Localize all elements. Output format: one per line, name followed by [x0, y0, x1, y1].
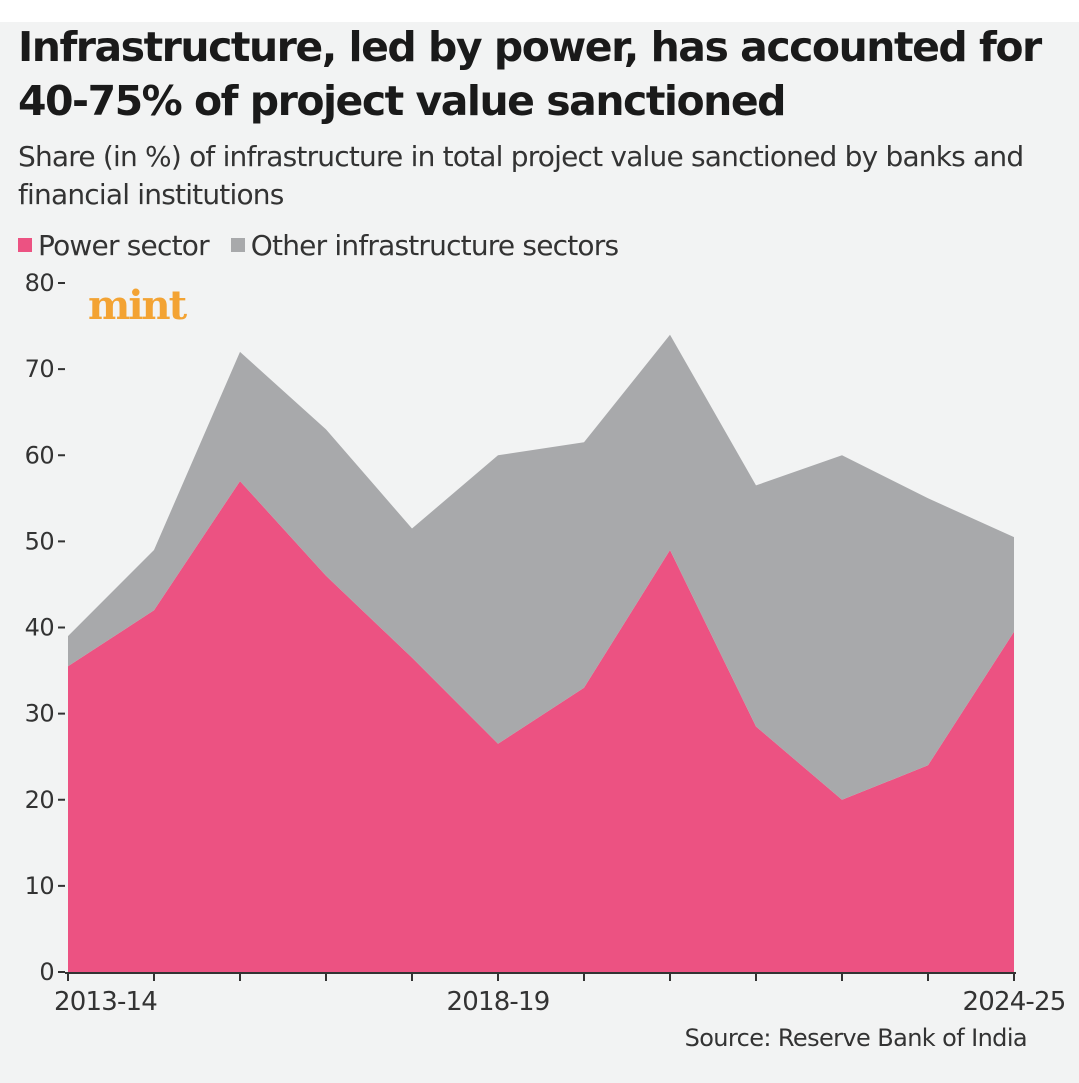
y-tick-label: 60: [25, 441, 54, 469]
chart-title: Infrastructure, led by power, has accoun…: [18, 23, 1042, 125]
legend-label-other: Other infrastructure sectors: [250, 228, 619, 262]
legend-item-power: Power sector: [18, 228, 210, 262]
series-area-other: [68, 334, 1014, 800]
mint-logo: mint: [88, 282, 187, 329]
x-tick-label: 2013-14: [54, 987, 157, 1017]
chart-subtitle: Share (in %) of infrastructure in total …: [18, 140, 1024, 211]
y-tick-label: 20: [25, 786, 54, 814]
legend-swatch-power: [18, 238, 32, 252]
legend-item-other: Other infrastructure sectors: [230, 228, 619, 262]
y-tick-label: 80: [25, 269, 54, 297]
top-bar: [0, 0, 1079, 22]
y-tick-label: 40: [25, 614, 54, 642]
y-tick-label: 50: [25, 527, 54, 555]
legend: Power sector Other infrastructure sector…: [18, 226, 640, 264]
source-note: Source: Reserve Bank of India: [684, 1024, 1028, 1052]
y-tick-label: 10: [25, 872, 54, 900]
series-area-power: [68, 481, 1014, 972]
x-tick-label: 2024-25: [962, 987, 1065, 1017]
legend-swatch-other: [230, 238, 245, 252]
legend-label-power: Power sector: [38, 228, 210, 262]
y-tick-label: 0: [39, 958, 54, 986]
y-tick-label: 70: [25, 355, 54, 383]
x-tick-label: 2018-19: [446, 987, 549, 1017]
y-tick-label: 30: [25, 700, 54, 728]
